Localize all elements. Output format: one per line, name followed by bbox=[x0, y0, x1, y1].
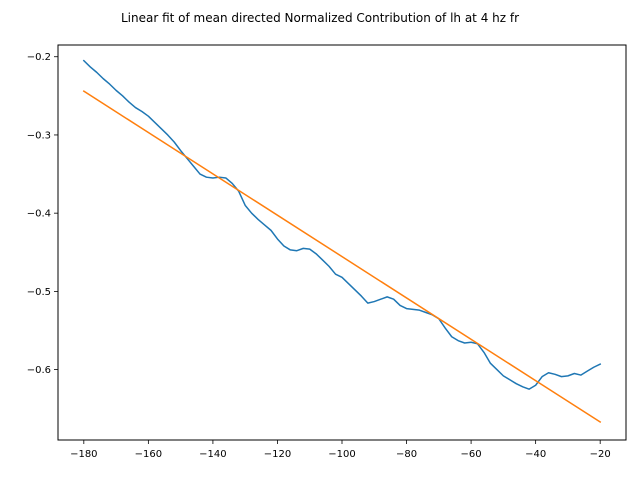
x-tick-label: −160 bbox=[135, 449, 162, 460]
y-tick-label: −0.4 bbox=[27, 209, 51, 220]
y-tick-label: −0.3 bbox=[27, 130, 51, 141]
y-tick-label: −0.5 bbox=[27, 287, 51, 298]
x-tick-label: −80 bbox=[396, 449, 417, 460]
plot-content bbox=[82, 59, 602, 424]
x-tick-label: −40 bbox=[525, 449, 546, 460]
y-tick-label: −0.2 bbox=[27, 52, 51, 63]
chart-title: Linear fit of mean directed Normalized C… bbox=[121, 11, 519, 25]
x-axis: −180 −160 −140 −120 −100 −80 −60 −40 −20 bbox=[70, 440, 611, 460]
x-tick-label: −140 bbox=[199, 449, 226, 460]
x-tick-label: −20 bbox=[590, 449, 611, 460]
x-tick-label: −180 bbox=[70, 449, 97, 460]
plot-frame bbox=[57, 44, 627, 441]
x-tick-label: −60 bbox=[461, 449, 482, 460]
series-line-1 bbox=[82, 90, 602, 424]
y-axis: −0.2 −0.3 −0.4 −0.5 −0.6 bbox=[27, 52, 58, 376]
y-tick-label: −0.6 bbox=[27, 365, 51, 376]
series-line-0 bbox=[82, 59, 602, 390]
x-tick-label: −100 bbox=[328, 449, 355, 460]
x-tick-label: −120 bbox=[264, 449, 291, 460]
